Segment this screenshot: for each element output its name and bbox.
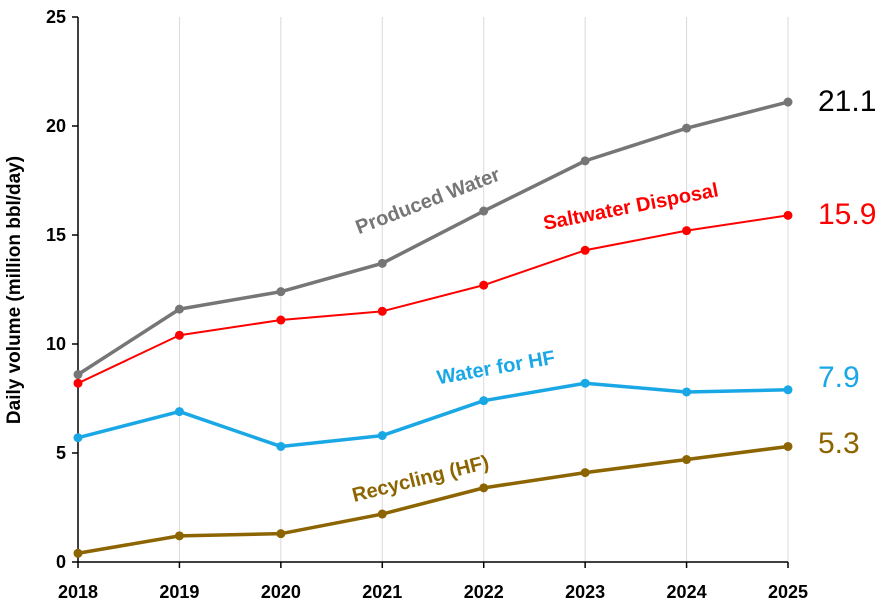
series-label-produced-water: Produced Water (353, 164, 504, 239)
data-point-water-for-hf (174, 407, 184, 417)
data-point-produced-water (682, 123, 692, 133)
end-value-labels: 21.1 15.9 7.9 5.3 (818, 85, 876, 460)
data-point-water-for-hf (377, 431, 387, 441)
series-group (73, 97, 793, 558)
data-point-recycling-hf (479, 483, 489, 493)
series-label-saltwater-disposal: Saltwater Disposal (541, 179, 720, 235)
data-point-produced-water (174, 304, 184, 314)
data-point-water-for-hf (580, 378, 590, 388)
x-tick-label: 2022 (464, 582, 504, 602)
data-point-produced-water (479, 206, 489, 216)
series-label-water-for-hf: Water for HF (435, 347, 556, 389)
series-line-saltwater-disposal (77, 214, 789, 385)
data-point-produced-water (73, 370, 83, 380)
data-point-water-for-hf (682, 387, 692, 397)
data-point-water-for-hf (73, 433, 83, 443)
data-point-water-for-hf (479, 396, 489, 406)
x-tick-labels: 2018 2019 2020 2021 2022 2023 2024 2025 (58, 562, 808, 602)
y-tick-label: 15 (46, 225, 66, 245)
data-point-saltwater-disposal (580, 245, 590, 255)
end-label-water-for-hf: 7.9 (818, 361, 860, 394)
y-tick-labels: 0 5 10 15 20 25 (46, 7, 78, 572)
data-point-recycling-hf (73, 548, 83, 558)
data-point-saltwater-disposal (377, 306, 387, 316)
data-point-saltwater-disposal (174, 330, 184, 340)
y-tick-label: 10 (46, 334, 66, 354)
data-point-recycling-hf (682, 455, 692, 465)
data-point-recycling-hf (276, 529, 286, 539)
x-tick-label: 2025 (768, 582, 808, 602)
data-point-saltwater-disposal (682, 226, 692, 236)
series-line-water-for-hf (77, 381, 789, 449)
data-point-produced-water (783, 97, 793, 107)
data-point-produced-water (377, 258, 387, 268)
x-tick-label: 2021 (362, 582, 402, 602)
data-point-recycling-hf (783, 441, 793, 451)
x-tick-label: 2019 (159, 582, 199, 602)
series-line-produced-water (77, 100, 789, 376)
data-point-saltwater-disposal (783, 210, 793, 220)
x-tick-label: 2018 (58, 582, 98, 602)
grid-lines (178, 17, 789, 562)
y-tick-label: 5 (56, 443, 66, 463)
data-point-saltwater-disposal (479, 280, 489, 290)
data-point-produced-water (276, 287, 286, 297)
data-point-water-for-hf (276, 441, 286, 451)
y-axis-label: Daily volume (million bbl/day) (4, 156, 25, 424)
y-tick-label: 20 (46, 116, 66, 136)
x-tick-label: 2023 (565, 582, 605, 602)
y-tick-label: 25 (46, 7, 66, 27)
y-tick-label: 0 (56, 552, 66, 572)
axes (77, 17, 788, 563)
end-label-recycling-hf: 5.3 (818, 427, 860, 460)
end-label-saltwater-disposal: 15.9 (818, 198, 876, 231)
x-tick-label: 2020 (261, 582, 301, 602)
data-point-recycling-hf (174, 531, 184, 541)
data-point-produced-water (580, 156, 590, 166)
data-point-saltwater-disposal (276, 315, 286, 325)
data-point-recycling-hf (580, 468, 590, 478)
data-point-saltwater-disposal (73, 378, 83, 388)
series-line-recycling-hf (77, 444, 789, 556)
data-point-water-for-hf (783, 385, 793, 395)
data-point-recycling-hf (377, 509, 387, 519)
x-tick-label: 2024 (667, 582, 707, 602)
series-labels: Produced Water Saltwater Disposal Water … (350, 164, 720, 507)
series-label-recycling-hf: Recycling (HF) (350, 452, 491, 507)
end-label-produced-water: 21.1 (818, 85, 876, 118)
